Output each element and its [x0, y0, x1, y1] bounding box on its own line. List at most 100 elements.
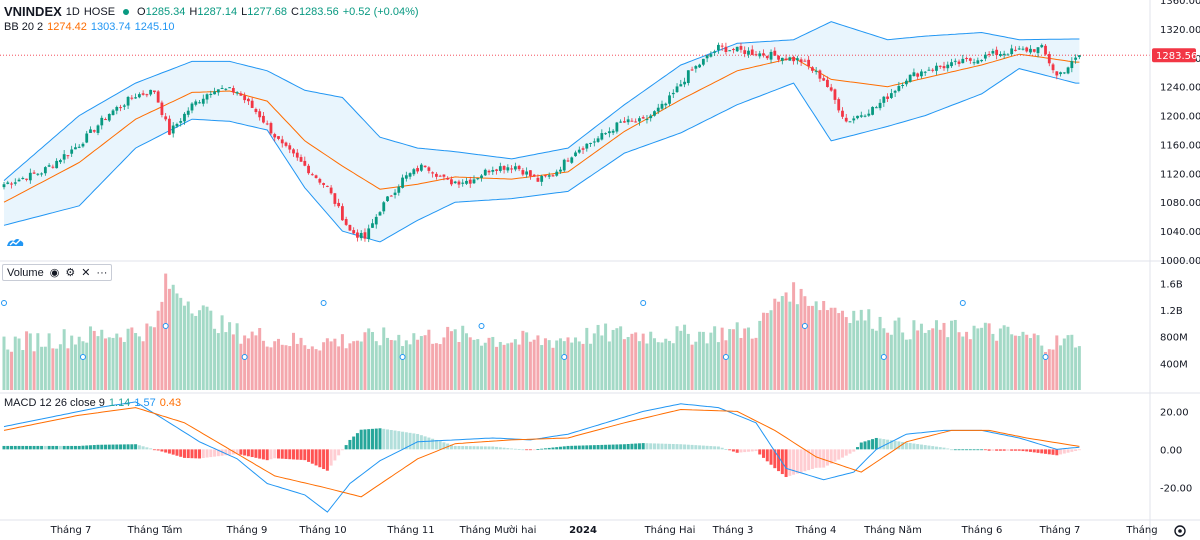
- candle-body: [897, 86, 901, 91]
- volume-bar: [243, 335, 247, 390]
- volume-bar: [622, 339, 626, 390]
- volume-bar: [551, 347, 555, 390]
- macd-histogram-bar: [480, 446, 484, 450]
- candle-body: [983, 54, 987, 59]
- candle-body: [273, 134, 277, 138]
- candle-body: [777, 55, 780, 60]
- volume-tick-label: 800M: [1160, 333, 1188, 344]
- macd-histogram-bar: [1017, 449, 1021, 451]
- volume-bar: [359, 341, 363, 390]
- candle-body: [10, 183, 13, 185]
- volume-bar: [822, 300, 826, 390]
- close-icon[interactable]: ✕: [81, 267, 91, 279]
- settings-gear-icon[interactable]: [1174, 525, 1186, 537]
- macd-histogram-bar: [363, 429, 367, 450]
- candle-body: [555, 171, 559, 176]
- candle-body: [435, 173, 438, 177]
- macd-histogram-bar: [690, 444, 694, 450]
- logo-icon[interactable]: [5, 234, 25, 250]
- volume-bar: [709, 332, 713, 390]
- bb-basis-value: 1274.42: [47, 21, 87, 33]
- volume-legend[interactable]: Volume ◉ ⚙ ✕ ···: [2, 264, 113, 281]
- volume-bar: [231, 334, 235, 390]
- volume-bar: [765, 312, 769, 390]
- macd-histogram-bar: [1047, 449, 1051, 455]
- candle-body: [341, 206, 344, 221]
- volume-bar: [912, 320, 916, 390]
- macd-histogram-bar: [303, 449, 307, 461]
- macd-histogram-bar: [228, 449, 232, 455]
- candle-body: [735, 46, 739, 52]
- candle-body: [194, 101, 198, 105]
- macd-histogram-bar: [134, 444, 138, 450]
- candle-body: [446, 177, 450, 180]
- macd-histogram-bar: [276, 449, 280, 459]
- macd-histogram-bar: [1055, 449, 1059, 456]
- volume-bar: [934, 320, 938, 390]
- macd-histogram-bar: [513, 448, 517, 450]
- candle-body: [348, 224, 352, 231]
- candle-body: [198, 102, 201, 104]
- candle-body: [412, 169, 416, 175]
- macd-histogram-bar: [720, 447, 724, 450]
- volume-bar: [55, 348, 59, 390]
- candle-body: [765, 55, 769, 59]
- macd-histogram-bar: [461, 446, 465, 450]
- bb-legend[interactable]: BB 20 2 1274.42 1303.74 1245.10: [4, 21, 174, 33]
- macd-histogram-bar: [13, 445, 17, 450]
- time-tick-label: Tháng 9: [226, 524, 268, 536]
- bb-lower-line: [3, 68, 1080, 243]
- macd-signal-value: 1.57: [134, 397, 156, 409]
- macd-histogram-bar: [77, 445, 81, 450]
- candle-body: [574, 152, 577, 157]
- eye-icon[interactable]: ◉: [49, 267, 60, 279]
- candle-body: [886, 96, 889, 99]
- volume-bar: [577, 341, 581, 390]
- candle-body: [709, 54, 713, 57]
- volume-bar: [1047, 349, 1051, 390]
- volume-bar: [235, 323, 239, 390]
- candle-body: [705, 55, 709, 59]
- volume-bar: [1055, 335, 1059, 390]
- macd-histogram-bar: [58, 445, 62, 450]
- candle-body: [634, 121, 638, 123]
- macd-histogram-bar: [810, 449, 814, 469]
- main-legend[interactable]: VNINDEX 1D HOSE O1285.34 H1287.14 L1277.…: [4, 4, 419, 19]
- candle-body: [280, 139, 284, 144]
- candle-body: [160, 102, 164, 115]
- candle-body: [156, 91, 160, 103]
- more-icon[interactable]: ···: [96, 266, 108, 279]
- volume-bar: [239, 343, 243, 390]
- volume-bar: [1028, 338, 1032, 390]
- price-tick-label: 1000.00: [1160, 256, 1200, 267]
- time-tick-label: Tháng 11: [386, 524, 434, 536]
- volume-bar: [840, 310, 844, 390]
- symbol-name: VNINDEX: [4, 4, 62, 19]
- candle-body: [149, 89, 153, 95]
- volume-bar: [461, 325, 465, 390]
- macd-histogram-bar: [401, 431, 405, 450]
- volume-bar: [32, 351, 36, 390]
- candle-body: [844, 117, 848, 122]
- volume-bar: [284, 345, 288, 390]
- macd-histogram-bar: [337, 449, 341, 456]
- volume-bar: [983, 322, 987, 390]
- candle-body: [265, 123, 269, 125]
- macd-histogram-bar: [540, 448, 544, 450]
- settings-icon[interactable]: ⚙: [65, 267, 76, 279]
- ohlc-low: L1277.68: [241, 5, 287, 18]
- volume-bar: [352, 341, 356, 390]
- time-tick-label: Tháng: [1125, 524, 1157, 536]
- candle-body: [322, 183, 325, 185]
- volume-bar: [750, 338, 754, 390]
- candle-body: [935, 65, 938, 71]
- volume-bar: [585, 327, 589, 390]
- volume-bar: [453, 329, 457, 390]
- volume-bar: [1051, 349, 1055, 390]
- volume-bar: [1040, 345, 1044, 390]
- macd-legend[interactable]: MACD 12 26 close 9 1.14 1.57 0.43: [4, 397, 181, 409]
- macd-histogram-bar: [592, 445, 596, 450]
- volume-bar: [581, 343, 585, 390]
- candle-body: [1014, 49, 1017, 51]
